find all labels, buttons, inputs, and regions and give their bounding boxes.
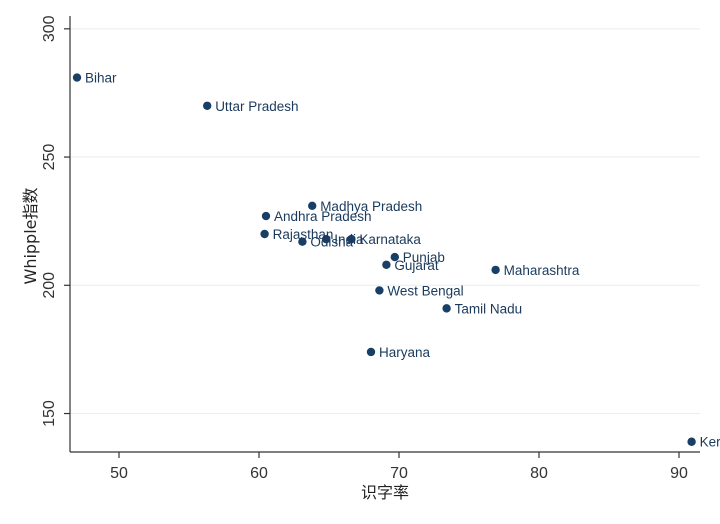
data-point-9 (382, 260, 391, 269)
data-points (72, 73, 696, 446)
x-tick-label-80: 80 (530, 465, 548, 482)
data-point-2 (308, 201, 317, 210)
data-point-7 (347, 234, 356, 244)
x-tick-label-90: 90 (670, 465, 688, 482)
data-point-5 (298, 237, 307, 246)
data-point-12 (442, 304, 451, 313)
point-label-11: West Bengal (387, 283, 463, 298)
y-tick-label-250: 250 (41, 144, 58, 171)
data-point-0 (72, 73, 82, 82)
data-point-1 (203, 101, 212, 110)
data-point-3 (261, 211, 271, 221)
data-point-6 (322, 234, 331, 244)
point-label-6: India (334, 232, 364, 247)
point-label-12: Tamil Nadu (455, 301, 523, 316)
data-point-14 (687, 437, 696, 446)
data-point-8 (390, 252, 399, 262)
data-point-13 (366, 347, 376, 357)
data-point-4 (260, 229, 269, 239)
y-tick-label-200: 200 (41, 272, 58, 299)
data-point-10 (491, 265, 500, 275)
point-label-7: Karnataka (359, 232, 421, 247)
x-tick-label-70: 70 (390, 465, 408, 482)
x-tick-label-50: 50 (110, 465, 128, 482)
x-axis-title: 识字率 (361, 483, 409, 502)
point-label-14: Kerala (700, 435, 720, 450)
y-tick-label-150: 150 (41, 400, 58, 427)
point-label-1: Uttar Pradesh (215, 99, 298, 114)
point-label-8: Punjab (403, 250, 445, 265)
point-label-13: Haryana (379, 345, 431, 360)
x-tick-label-60: 60 (250, 465, 268, 482)
point-label-10: Maharashtra (504, 263, 580, 278)
data-point-11 (375, 286, 384, 295)
y-tick-label-300: 300 (41, 15, 58, 42)
point-label-0: Bihar (85, 71, 117, 86)
point-label-2: Madhya Pradesh (320, 199, 422, 214)
point-label-9: Gujarat (394, 258, 439, 273)
point-label-4: Rajasthan (273, 227, 334, 242)
axes: 150 200 250 300 50 60 70 80 90 (41, 15, 700, 482)
point-label-3: Andhra Pradesh (274, 209, 372, 224)
point-label-5: Odisha (310, 235, 353, 250)
grid-lines (70, 28, 700, 415)
y-axis-title: Whipple指数 (21, 187, 40, 284)
